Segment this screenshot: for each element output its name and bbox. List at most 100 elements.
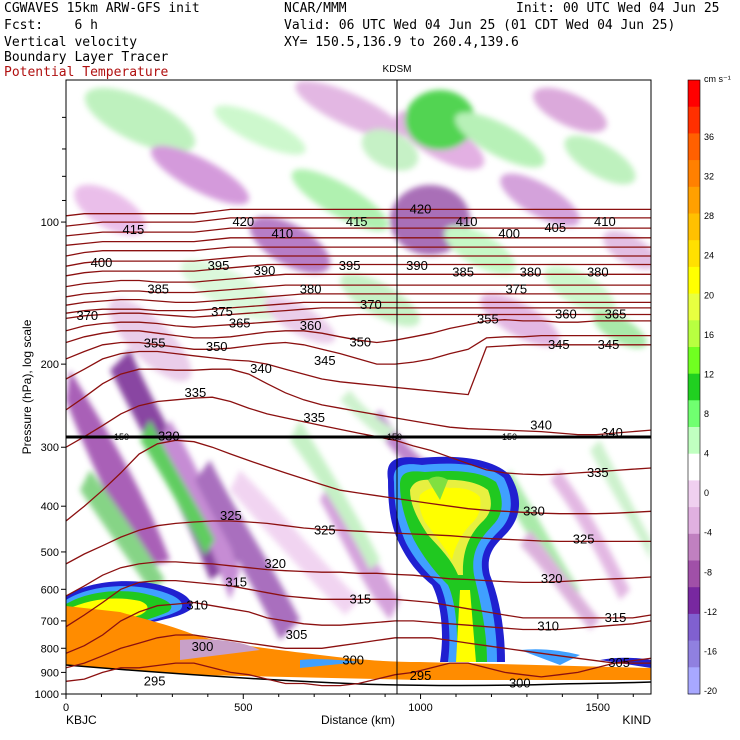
colorbar-label: -20 [704, 686, 717, 696]
colorbar-swatch [688, 133, 700, 161]
theta-line-360 [66, 313, 651, 332]
y-axis-title: Pressure (hPa), log scale [20, 319, 34, 454]
theta-label: 355 [477, 312, 499, 327]
theta-label: 300 [509, 676, 531, 691]
theta-label: 370 [76, 308, 98, 323]
colorbar-label: 4 [704, 449, 709, 459]
y-tick-label: 300 [41, 442, 59, 454]
colorbar-label: -4 [704, 528, 712, 538]
colorbar-unit: cm s⁻¹ [704, 74, 731, 84]
theta-label: 345 [598, 337, 620, 352]
theta-label: 340 [601, 425, 623, 440]
theta-label: 325 [573, 531, 595, 546]
colorbar-label: -8 [704, 567, 712, 577]
x-axis-title: Distance (km) [321, 713, 395, 727]
field-label-tracer: Boundary Layer Tracer [4, 50, 169, 65]
y-axis: 100 200 300 400 500 600 700 800 900 1000 [35, 116, 66, 701]
theta-line-350 [66, 334, 651, 365]
theta-label: 315 [605, 610, 627, 625]
colorbar-swatch [688, 266, 700, 295]
colorbar-swatch [688, 480, 700, 508]
colorbar-label: 20 [704, 290, 714, 300]
theta-line-415 [66, 217, 651, 227]
theta-label: 335 [185, 385, 207, 400]
colorbar-swatch [688, 213, 700, 241]
theta-label: 295 [410, 668, 432, 683]
theta-line-310 [66, 601, 651, 654]
colorbar-label: -12 [704, 607, 717, 617]
theta-label: 330 [158, 429, 180, 444]
colorbar-swatch [688, 373, 700, 401]
theta-label: 295 [144, 673, 166, 688]
colorbar-swatch [688, 186, 700, 214]
tropopause-label-left: 150 [114, 432, 129, 442]
theta-label: 385 [452, 265, 474, 280]
colorbar-swatch [688, 507, 700, 535]
right-station-label: KIND [622, 713, 651, 727]
theta-label: 335 [587, 465, 609, 480]
theta-line-410 [66, 227, 651, 237]
x-tick-label: 0 [63, 702, 69, 714]
colorbar-swatch [688, 613, 700, 642]
colorbar-frame [687, 79, 701, 695]
colorbar-label: -16 [704, 646, 717, 656]
theta-label: 350 [206, 339, 228, 354]
theta-label: 400 [91, 255, 113, 270]
colorbar-label: 12 [704, 369, 714, 379]
model-title: CGWAVES 15km ARW-GFS init [4, 1, 200, 16]
theta-line-355 [66, 319, 651, 344]
y-tick-label: 200 [41, 359, 59, 371]
theta-label: 365 [229, 316, 251, 331]
theta-label: 410 [594, 214, 616, 229]
velocity-colorbar: 36 32 28 24 20 16 12 8 4 0 -4 -8 -12 -16 -20 [687, 79, 717, 696]
x-tick-label: 1500 [586, 702, 610, 714]
field-label-vertical-velocity: Vertical velocity [4, 35, 138, 50]
theta-line-315 [66, 579, 651, 628]
theta-line-300 [66, 657, 651, 687]
theta-label: 300 [192, 639, 214, 654]
theta-line-390 [66, 263, 651, 277]
tropopause-label-right: 150 [502, 432, 517, 442]
theta-label: 305 [286, 627, 308, 642]
theta-line-405 [66, 237, 651, 246]
theta-line-305 [66, 634, 651, 669]
theta-label: 400 [498, 226, 520, 241]
theta-label: 325 [314, 522, 336, 537]
theta-label: 380 [300, 282, 322, 297]
source-label: NCAR/MMM [284, 1, 347, 16]
theta-label: 330 [523, 503, 545, 518]
theta-line-375 [66, 293, 651, 306]
y-tick-label: 1000 [35, 689, 59, 701]
theta-label: 355 [144, 336, 166, 351]
theta-label: 390 [254, 263, 276, 278]
theta-label: 310 [186, 598, 208, 613]
init-time: Init: 00 UTC Wed 04 Jun 25 [516, 1, 720, 16]
theta-label: 310 [537, 619, 559, 634]
kdsm-marker-label: KDSM [383, 64, 412, 75]
theta-label: 420 [232, 214, 254, 229]
colorbar-swatch [688, 293, 700, 321]
colorbar-swatch [688, 400, 700, 428]
theta-label: 345 [314, 353, 336, 368]
theta-label: 395 [339, 258, 361, 273]
y-tick-label: 800 [41, 643, 59, 655]
theta-line-345 [66, 344, 651, 396]
theta-label: 415 [123, 222, 145, 237]
colorbar-swatch [688, 80, 700, 108]
theta-label: 320 [264, 556, 286, 571]
colorbar-swatch [688, 587, 700, 615]
x-tick-label: 1000 [408, 702, 432, 714]
theta-line-340 [66, 368, 651, 436]
x-axis: 0 500 1000 1500 [63, 694, 634, 714]
theta-line-400 [66, 246, 651, 257]
colorbar-swatch [688, 320, 700, 348]
y-tick-label: 700 [41, 616, 59, 628]
theta-label: 325 [220, 508, 242, 523]
colorbar-swatch [688, 560, 700, 588]
colorbar-swatch [688, 667, 700, 695]
y-tick-label: 500 [41, 547, 59, 559]
theta-line-420 [66, 208, 651, 217]
theta-label: 345 [548, 337, 570, 352]
theta-label: 375 [211, 304, 233, 319]
colorbar-swatch [688, 533, 700, 561]
